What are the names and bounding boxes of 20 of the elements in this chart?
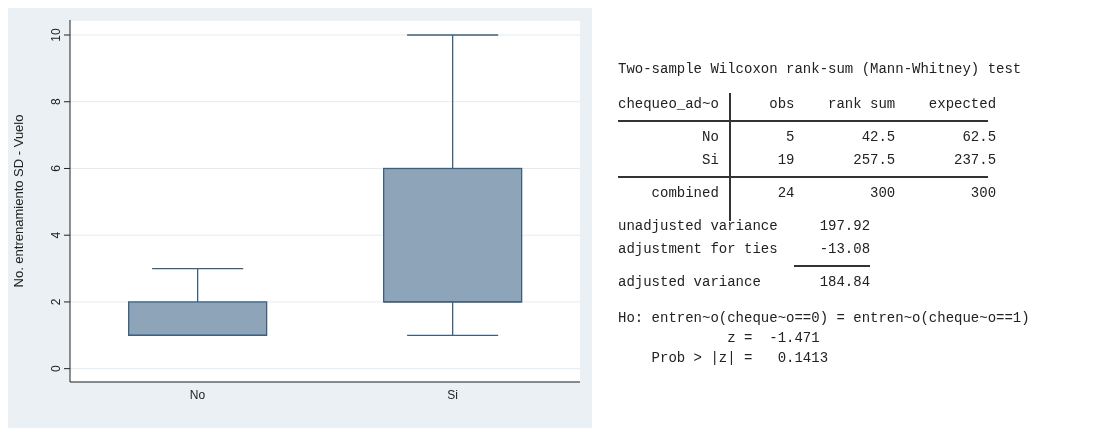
y-tick-label: 2	[49, 298, 63, 306]
y-tick-label: 6	[49, 164, 63, 172]
y-tick-label: 10	[49, 28, 63, 42]
text: unadjusted variance 197.92	[618, 217, 872, 236]
x-tick-label: Si	[447, 387, 458, 402]
text: adjusted variance 184.84	[618, 273, 872, 292]
text: No 5 42.5 62.5	[701, 128, 998, 147]
y-tick-label: 0	[49, 365, 63, 372]
y-axis-title: No. entrenamiento SD - Vuelo	[10, 114, 26, 288]
text: combined 24 300 300	[650, 184, 998, 203]
y-tick-label: 8	[49, 98, 63, 106]
text: z = -1.471	[726, 329, 821, 348]
text: Ho: entren~o(cheque~o==0) = entren~o(cheque~o==1)	[618, 309, 1031, 328]
text: chequeo_ad~o obs rank sum expected	[618, 95, 998, 114]
text: Two-sample Wilcoxon rank-sum (Mann-Whitney) test	[618, 60, 1023, 79]
text: adjustment for ties -13.08	[618, 240, 872, 259]
text: Prob > |z| = 0.1413	[650, 349, 830, 368]
x-tick-label: No	[189, 387, 206, 402]
text: Si 19 257.5 237.5	[701, 151, 998, 170]
y-tick-label: 4	[49, 231, 63, 239]
